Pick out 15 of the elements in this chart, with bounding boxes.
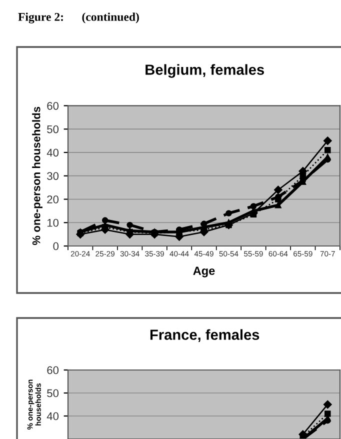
- chart-title: Belgium, females: [146, 64, 264, 78]
- y-tick-label: 50: [47, 125, 59, 134]
- chart-title: France, females: [150, 329, 260, 342]
- y-tick-label: 10: [47, 218, 59, 227]
- y-tick-label: 0: [53, 242, 59, 250]
- y-tick-label: 40: [46, 412, 59, 420]
- y-tick-label: 20: [47, 196, 59, 204]
- y-tick-label: 50: [47, 389, 59, 398]
- caption: Figure 2: (continued): [18, 12, 139, 24]
- x-axis-title: Age: [193, 266, 215, 278]
- y-axis-title: % one-person households: [32, 106, 42, 246]
- y-tick-label: 30: [47, 172, 59, 180]
- y-tick-label: 60: [47, 366, 59, 374]
- y-tick-label: 40: [46, 148, 59, 157]
- y-tick-label: 60: [47, 102, 59, 110]
